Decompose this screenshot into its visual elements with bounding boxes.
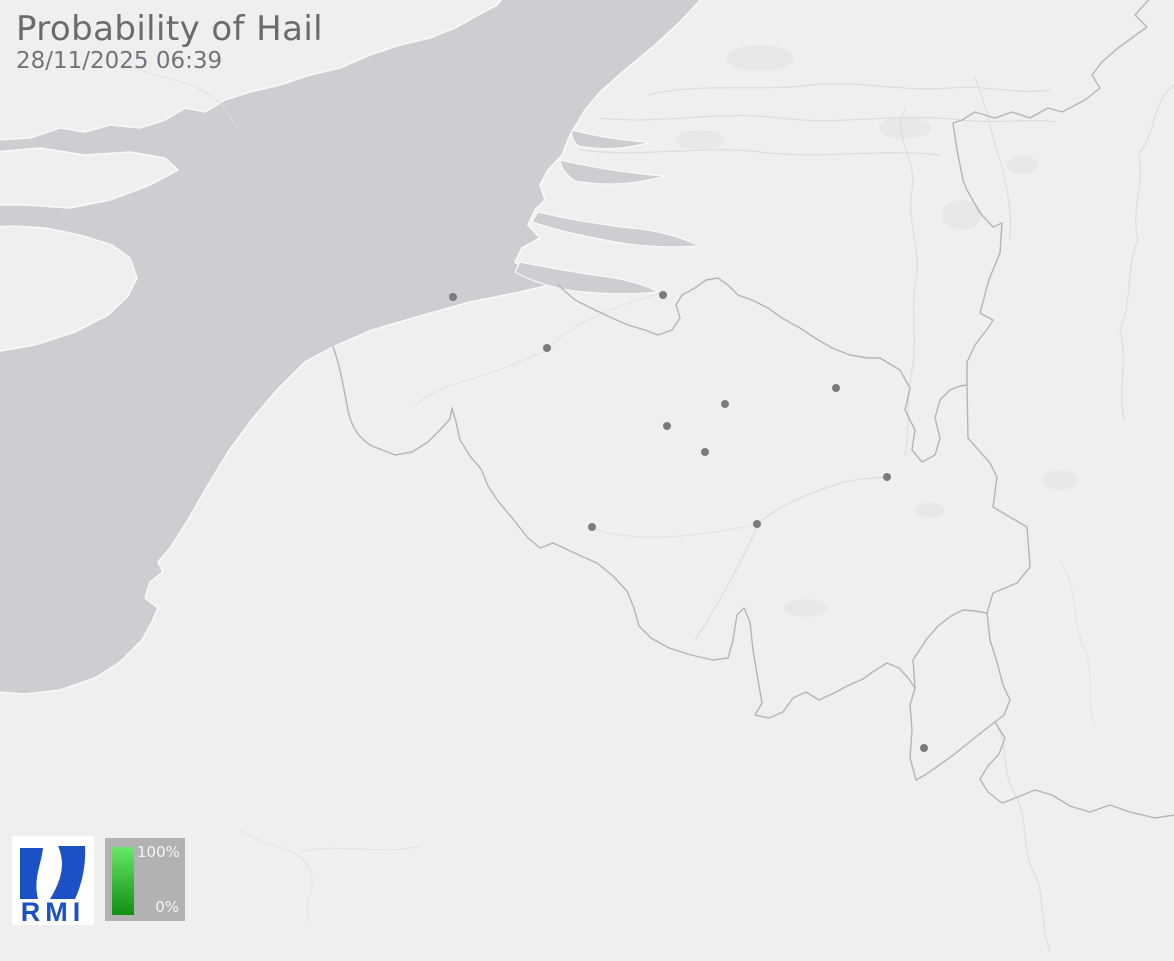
rmi-logo: RMI (12, 836, 94, 925)
delta-channels (514, 129, 701, 295)
city-dot (753, 520, 761, 528)
city-dot (663, 422, 671, 430)
logo-left-wave (20, 848, 43, 899)
rmi-logo-graphic: RMI (20, 846, 86, 925)
border-france-belgium (332, 346, 916, 719)
sea-north-sea (0, 0, 702, 695)
city-dot (588, 523, 596, 531)
legend-max-label: 100% (137, 843, 180, 861)
timestamp: 28/11/2025 06:39 (16, 48, 223, 75)
border-netherlands-germany (952, 0, 1150, 386)
city-dot (659, 291, 667, 299)
city-dot (701, 448, 709, 456)
rivers (119, 59, 1174, 953)
country-borders (332, 0, 1174, 819)
probability-legend: 100% 0% (105, 838, 185, 921)
title-block: Probability of Hail 28/11/2025 06:39 (16, 10, 323, 75)
page-title: Probability of Hail (16, 9, 324, 49)
legend-min-label: 0% (155, 898, 179, 916)
city-dot (883, 473, 891, 481)
legend-gradient-bar (112, 847, 134, 915)
logo-text: RMI (21, 897, 86, 925)
terrain-patches (676, 45, 1078, 617)
logo-right-wave (50, 846, 86, 899)
city-dot (449, 293, 457, 301)
border-luxembourg (909, 609, 1011, 781)
city-dots (449, 291, 928, 752)
city-dot (832, 384, 840, 392)
city-dot (721, 400, 729, 408)
border-france-germany (979, 721, 1174, 819)
city-dot (920, 744, 928, 752)
border-belgium-netherlands (557, 277, 968, 463)
city-dot (543, 344, 551, 352)
border-belgium-germany (966, 384, 1031, 614)
